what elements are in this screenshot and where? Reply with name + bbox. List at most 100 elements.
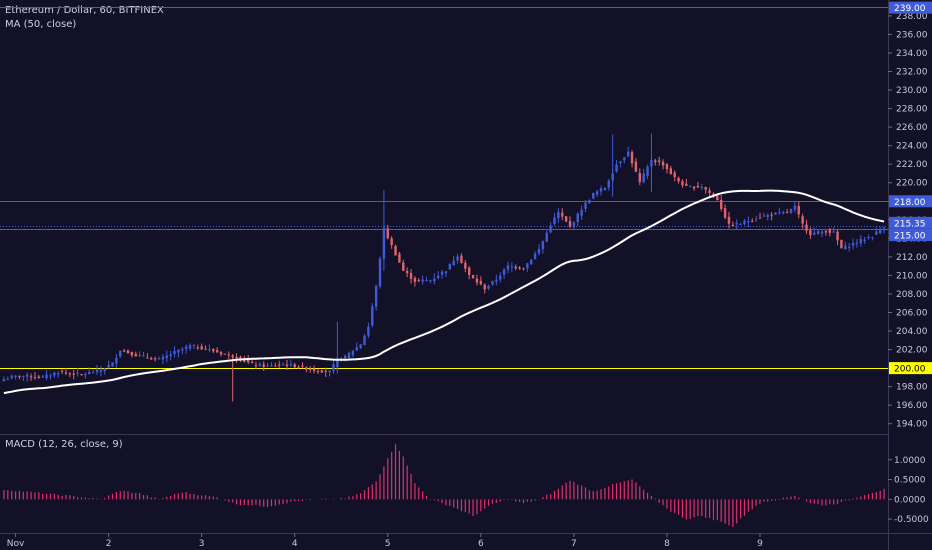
candle-body <box>623 157 626 161</box>
candle-body <box>483 284 486 290</box>
candle-body <box>10 376 13 379</box>
candle-body <box>309 368 312 370</box>
candle-body <box>882 227 886 229</box>
candle-body <box>700 187 704 189</box>
candle-body <box>305 367 308 370</box>
candle-body <box>409 273 413 279</box>
candle-body <box>491 280 494 285</box>
y-tick-label: 210.00 <box>896 271 928 281</box>
candle-body <box>816 231 820 235</box>
tag-215-bg <box>889 229 932 242</box>
y-tick-label: 202.00 <box>896 346 928 356</box>
candle-body <box>638 173 641 182</box>
x-tick-label: 7 <box>571 539 577 549</box>
candle-body <box>347 353 351 359</box>
candle-body <box>297 366 300 368</box>
candle-body <box>444 271 448 274</box>
candle-body <box>247 359 250 363</box>
candle-body <box>429 280 432 282</box>
candle-body <box>584 202 587 209</box>
candle-body <box>37 376 41 378</box>
candle-body <box>177 349 180 353</box>
candle-body <box>619 161 622 164</box>
candle-body <box>119 350 122 357</box>
candle-body <box>723 208 727 218</box>
candle-body <box>530 259 533 265</box>
y-tick-label: 230.00 <box>896 86 928 96</box>
candle-body <box>747 221 750 223</box>
candle-body <box>95 369 99 372</box>
candle-body <box>685 183 688 186</box>
chart-header: Ethereum / Dollar, 60, BITFINEX MA (50, … <box>5 4 164 32</box>
candle-body <box>863 239 866 242</box>
ma-indicator-label[interactable]: MA (50, close) <box>5 19 77 30</box>
candle-body <box>665 164 669 170</box>
candle-body <box>142 355 145 357</box>
candle-body <box>227 354 231 356</box>
candle-body <box>541 241 545 250</box>
candle-body <box>720 199 723 210</box>
macd-tick-label: -0.5000 <box>894 515 929 525</box>
axes: 194.00 196.00 198.00 200.00 202.00 204.00 206.… <box>7 12 929 549</box>
macd-indicator-label[interactable]: MACD (12, 26, close, 9) <box>5 439 123 450</box>
candle-body <box>464 262 467 269</box>
candle-body <box>603 187 607 191</box>
candle-body <box>677 177 680 182</box>
candle-body <box>545 232 548 242</box>
candle-body <box>208 349 211 351</box>
candle-body <box>634 161 638 172</box>
tag-215: 215.00 <box>894 232 926 242</box>
candle-body <box>266 365 269 367</box>
macd-tick-label: 1.0000 <box>894 456 926 466</box>
candle-body <box>293 364 296 368</box>
candle-body <box>405 270 409 274</box>
candle-body <box>103 368 106 372</box>
candle-body <box>53 372 56 376</box>
candle-body <box>557 211 560 219</box>
candle-body <box>26 374 29 377</box>
candle-body <box>731 224 735 227</box>
candle-body <box>223 353 227 355</box>
tag-239: 239.00 <box>894 4 926 14</box>
candle-body <box>797 206 800 215</box>
candle-body <box>828 229 831 233</box>
candle-body <box>514 266 517 269</box>
y-tick-label: 232.00 <box>896 68 928 78</box>
candle-body <box>289 363 293 365</box>
x-tick-label: 3 <box>199 539 205 549</box>
candle-body <box>626 151 630 157</box>
candle-body <box>564 216 568 222</box>
macd-tick-label: 0.5000 <box>894 476 926 486</box>
macd-histogram <box>3 444 885 527</box>
candle-body <box>681 181 684 186</box>
candle-body <box>153 358 157 360</box>
candle-body <box>433 278 436 282</box>
candle-body <box>258 363 262 366</box>
candle-body <box>475 278 479 283</box>
candle-body <box>363 335 366 345</box>
candle-body <box>832 231 835 233</box>
candle-body <box>588 200 591 204</box>
candle-body <box>789 208 793 213</box>
candle-body <box>274 365 277 367</box>
candle-body <box>479 280 483 285</box>
tag-239-bg <box>889 1 932 14</box>
candle-body <box>394 246 397 256</box>
x-tick-label: 8 <box>664 539 670 549</box>
candle-body <box>64 372 68 374</box>
candle-body <box>33 377 37 379</box>
candle-body <box>417 280 420 282</box>
y-tick-label: 226.00 <box>896 123 928 133</box>
candle-body <box>704 186 707 190</box>
candle-body <box>537 249 541 254</box>
candle-body <box>324 371 327 373</box>
tag-218-bg <box>889 195 932 208</box>
candle-body <box>343 355 347 359</box>
y-tick-label: 206.00 <box>896 309 928 319</box>
candle-body <box>262 364 265 367</box>
candle-body <box>22 375 25 377</box>
candle-body <box>595 191 599 195</box>
candle-body <box>801 216 804 224</box>
x-tick-label: 9 <box>757 539 763 549</box>
